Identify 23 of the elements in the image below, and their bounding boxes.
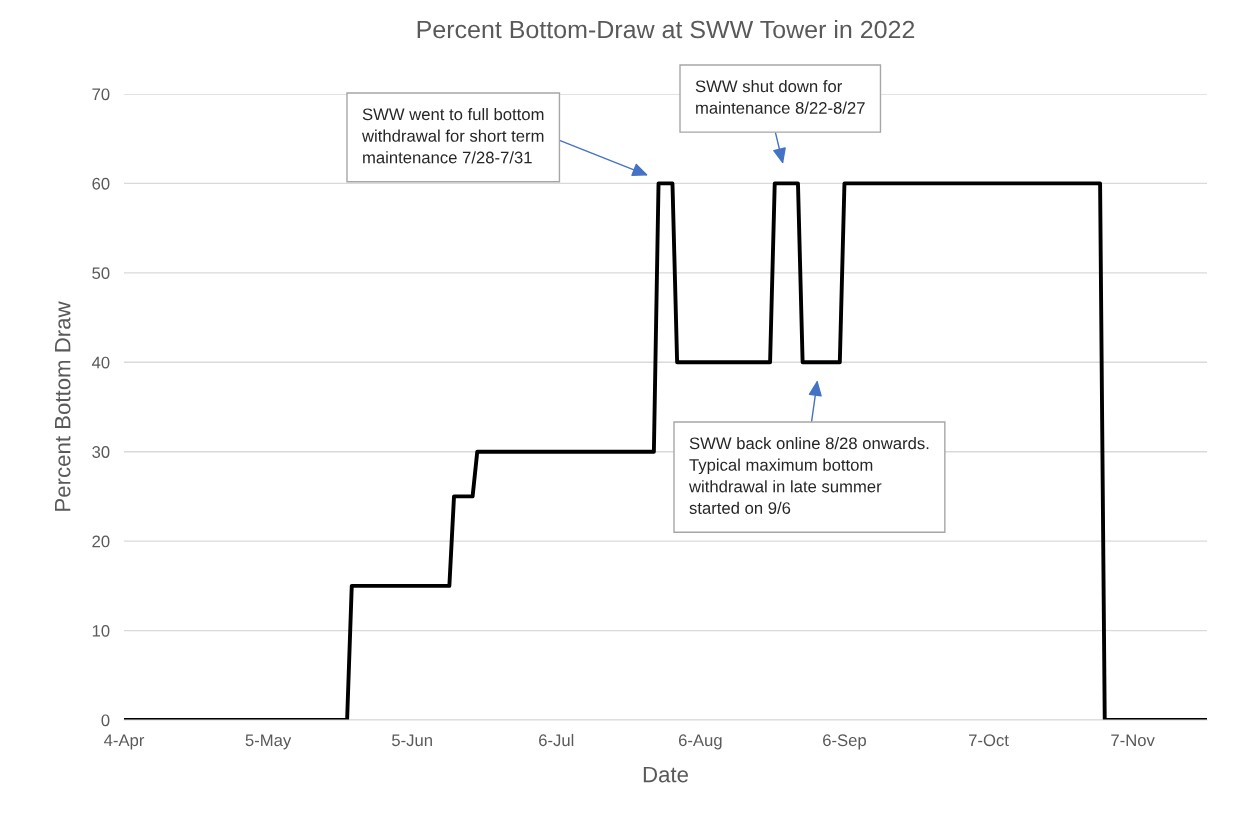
annotation: SWW went to full bottom withdrawal for short term maintenance 7/28-7/31 (361, 108, 544, 164)
x-tick-label: 7-Oct (969, 734, 1009, 747)
y-tick-label: 50 (92, 267, 110, 280)
y-tick-label: 30 (92, 446, 110, 458)
x-tick-label: 5-May (245, 734, 292, 750)
y-tick-label: 40 (91, 356, 110, 369)
chart-title: Percent Bottom-Draw at SWW Tower in 2022 (417, 20, 915, 39)
annotation: SWW shut down for maintenance 8/22-8/27 (695, 80, 865, 114)
y-tick-label: 70 (92, 88, 110, 101)
x-tick-label: 4-Apr (104, 734, 145, 750)
x-tick-label: 6-Aug (678, 734, 722, 750)
y-tick-label: 10 (92, 624, 110, 637)
line-series (124, 181, 1207, 720)
x-axis-title: Date (643, 766, 688, 783)
annotation: SWW back online 8/28 onwards. Typical maximum bottom withdrawal in late summer started on 9/6 (688, 437, 929, 514)
x-tick-label: 5-Jun (392, 734, 432, 747)
y-axis-title: Percent Bottom Draw (55, 301, 71, 511)
y-tick-label: 20 (92, 535, 110, 548)
x-tick-label: 7-Nov (1111, 734, 1155, 747)
y-tick-label: 0 (101, 714, 110, 727)
x-tick-label: 6-Jul (539, 733, 574, 747)
x-tick-label: 6-Sep (823, 734, 866, 750)
y-tick-label: 60 (92, 177, 110, 190)
